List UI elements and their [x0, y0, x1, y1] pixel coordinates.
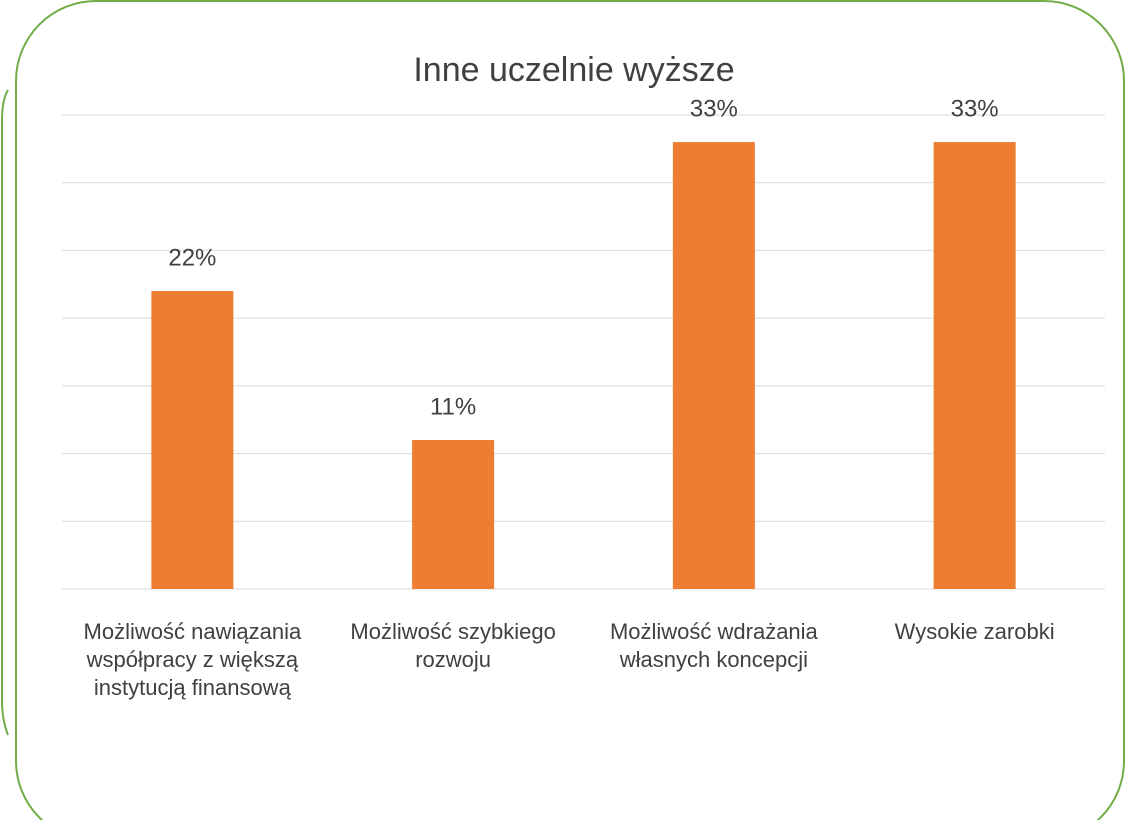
bar — [933, 142, 1016, 590]
data-label: 33% — [690, 95, 738, 122]
chart-title: Inne uczelnie wyższe — [413, 51, 734, 89]
frame — [15, 0, 1125, 820]
data-label: 11% — [430, 393, 476, 420]
x-tick-label: Wysokie zarobki — [894, 619, 1055, 644]
x-tick-label: Możliwość wdrażania własnych koncepcji — [609, 619, 818, 672]
data-label: 22% — [168, 244, 216, 271]
bar — [672, 142, 755, 590]
x-tick-label: Możliwość nawiązania współpracy z większ… — [83, 619, 302, 700]
x-tick-label: Możliwość szybkiego rozwoju — [350, 619, 556, 672]
data-label: 33% — [951, 95, 999, 122]
bar — [412, 440, 495, 589]
frame-edge — [0, 89, 9, 736]
bar — [151, 291, 234, 589]
